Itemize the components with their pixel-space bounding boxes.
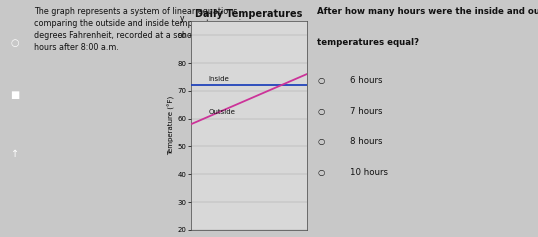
Text: 10 hours: 10 hours bbox=[350, 168, 387, 177]
Text: ○: ○ bbox=[317, 76, 325, 85]
Text: Inside: Inside bbox=[208, 76, 229, 82]
Text: y: y bbox=[180, 14, 184, 23]
Text: ○: ○ bbox=[317, 137, 325, 146]
Text: 8 hours: 8 hours bbox=[350, 137, 382, 146]
Text: The graph represents a system of linear equations
comparing the outside and insi: The graph represents a system of linear … bbox=[34, 7, 246, 51]
Y-axis label: Temperature (°F): Temperature (°F) bbox=[168, 96, 175, 155]
Text: 7 hours: 7 hours bbox=[350, 107, 382, 116]
Text: After how many hours were the inside and outside: After how many hours were the inside and… bbox=[317, 7, 538, 16]
Title: Daily Temperatures: Daily Temperatures bbox=[195, 9, 302, 19]
Text: ○: ○ bbox=[317, 168, 325, 177]
Text: ○: ○ bbox=[11, 38, 19, 48]
Text: 6 hours: 6 hours bbox=[350, 76, 382, 85]
Text: ○: ○ bbox=[317, 107, 325, 116]
Text: ■: ■ bbox=[10, 90, 19, 100]
Text: ↑: ↑ bbox=[11, 149, 19, 159]
Text: Outside: Outside bbox=[208, 109, 235, 115]
Text: temperatures equal?: temperatures equal? bbox=[317, 38, 420, 47]
